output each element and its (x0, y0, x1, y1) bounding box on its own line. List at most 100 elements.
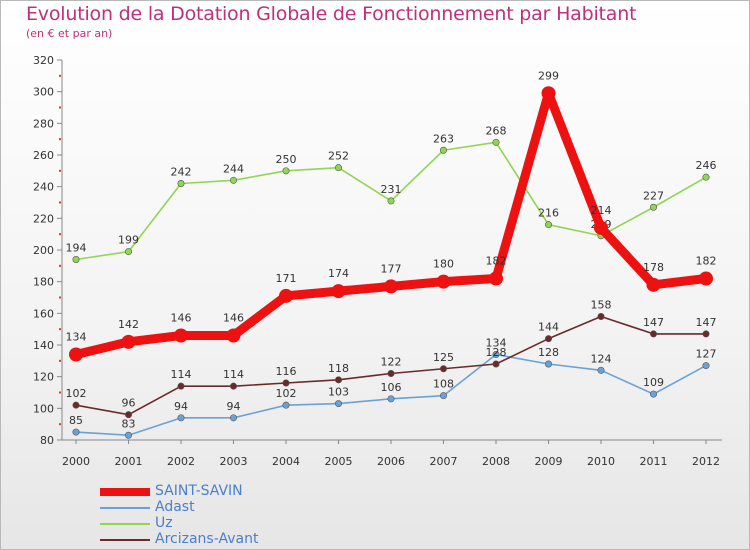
data-label: 244 (223, 162, 244, 175)
data-point (334, 376, 342, 384)
y-minor-tick (59, 328, 61, 331)
legend-swatch (100, 523, 150, 525)
data-point (230, 414, 238, 422)
y-minor-tick (59, 296, 61, 299)
y-tick-label: 140 (33, 339, 54, 352)
data-point (279, 288, 293, 303)
legend-item: Adast (100, 499, 340, 516)
x-tick-label: 2000 (62, 455, 90, 468)
chart-subtitle: (en € et par an) (26, 27, 113, 40)
data-point (177, 414, 185, 422)
data-label: 246 (696, 159, 717, 172)
chart-legend: SAINT-SAVIN Adast Uz Arcizans-Avant (100, 483, 340, 548)
data-point (121, 334, 136, 349)
y-tick-label: 240 (33, 181, 54, 194)
data-point (69, 347, 83, 362)
y-tick-label: 300 (33, 86, 54, 99)
data-point (72, 255, 80, 263)
data-label: 114 (171, 368, 192, 381)
data-point (334, 164, 342, 172)
x-tick-label: 2001 (115, 455, 143, 468)
data-point (125, 431, 133, 439)
data-label: 108 (433, 378, 454, 391)
data-label: 128 (538, 346, 559, 359)
data-label: 142 (118, 318, 139, 331)
data-point (387, 395, 395, 403)
data-point (226, 328, 241, 343)
data-label: 242 (171, 166, 192, 179)
data-point (544, 221, 552, 229)
y-tick-label: 160 (33, 307, 54, 320)
x-tick-label: 2004 (272, 455, 300, 468)
y-minor-tick (59, 201, 61, 204)
data-point (72, 428, 80, 436)
legend-item: SAINT-SAVIN (100, 483, 340, 500)
x-tick-label: 2006 (377, 455, 405, 468)
legend-swatch (100, 539, 150, 541)
data-point (492, 350, 500, 358)
y-minor-tick (59, 138, 61, 141)
data-point (439, 365, 447, 373)
legend-label: Uz (155, 515, 173, 531)
legend-swatch (100, 488, 150, 496)
data-point (230, 382, 238, 390)
data-point (72, 401, 80, 409)
data-point (387, 369, 395, 377)
data-point (436, 274, 451, 289)
data-label: 144 (538, 321, 559, 334)
data-point (282, 167, 290, 175)
x-tick-label: 2003 (220, 455, 248, 468)
data-label: 299 (538, 69, 559, 82)
data-label: 134 (486, 337, 507, 350)
data-point (384, 279, 398, 294)
data-point (541, 86, 556, 101)
data-label: 122 (381, 356, 402, 369)
data-label: 147 (643, 316, 664, 329)
x-tick-label: 2012 (692, 455, 720, 468)
legend-item: Arcizans-Avant (100, 531, 340, 548)
data-point (594, 220, 608, 235)
legend-label: Arcizans-Avant (155, 531, 259, 547)
data-label: 106 (381, 381, 402, 394)
data-label: 252 (328, 150, 349, 163)
x-tick-label: 2009 (535, 455, 563, 468)
x-tick-label: 2007 (430, 455, 458, 468)
data-point (492, 138, 500, 146)
data-label: 177 (381, 262, 402, 275)
data-point (492, 360, 500, 368)
y-tick-label: 280 (33, 117, 54, 130)
data-point (282, 379, 290, 387)
x-tick-label: 2008 (482, 455, 510, 468)
data-label: 231 (381, 183, 402, 196)
data-label: 171 (276, 272, 297, 285)
data-point (646, 277, 661, 292)
data-point (282, 401, 290, 409)
x-tick-label: 2005 (325, 455, 353, 468)
y-minor-tick (59, 264, 61, 267)
data-point (174, 328, 188, 343)
x-tick-label: 2010 (587, 455, 615, 468)
x-tick-label: 2011 (640, 455, 668, 468)
data-label: 116 (276, 365, 297, 378)
data-label: 227 (643, 189, 664, 202)
data-label: 94 (227, 400, 241, 413)
data-point (597, 366, 605, 374)
y-minor-tick (59, 169, 61, 172)
data-label: 124 (591, 352, 612, 365)
y-minor-tick (59, 423, 61, 426)
data-label: 127 (696, 348, 717, 361)
data-point (544, 335, 552, 343)
data-point (439, 392, 447, 400)
data-label: 128 (486, 346, 507, 359)
data-label: 147 (696, 316, 717, 329)
data-label: 182 (696, 255, 717, 268)
data-point (702, 173, 710, 181)
y-tick-label: 120 (33, 371, 54, 384)
data-label: 194 (66, 242, 87, 255)
data-label: 109 (643, 376, 664, 389)
data-label: 199 (118, 234, 139, 247)
y-minor-tick (59, 106, 61, 109)
data-label: 94 (174, 400, 188, 413)
